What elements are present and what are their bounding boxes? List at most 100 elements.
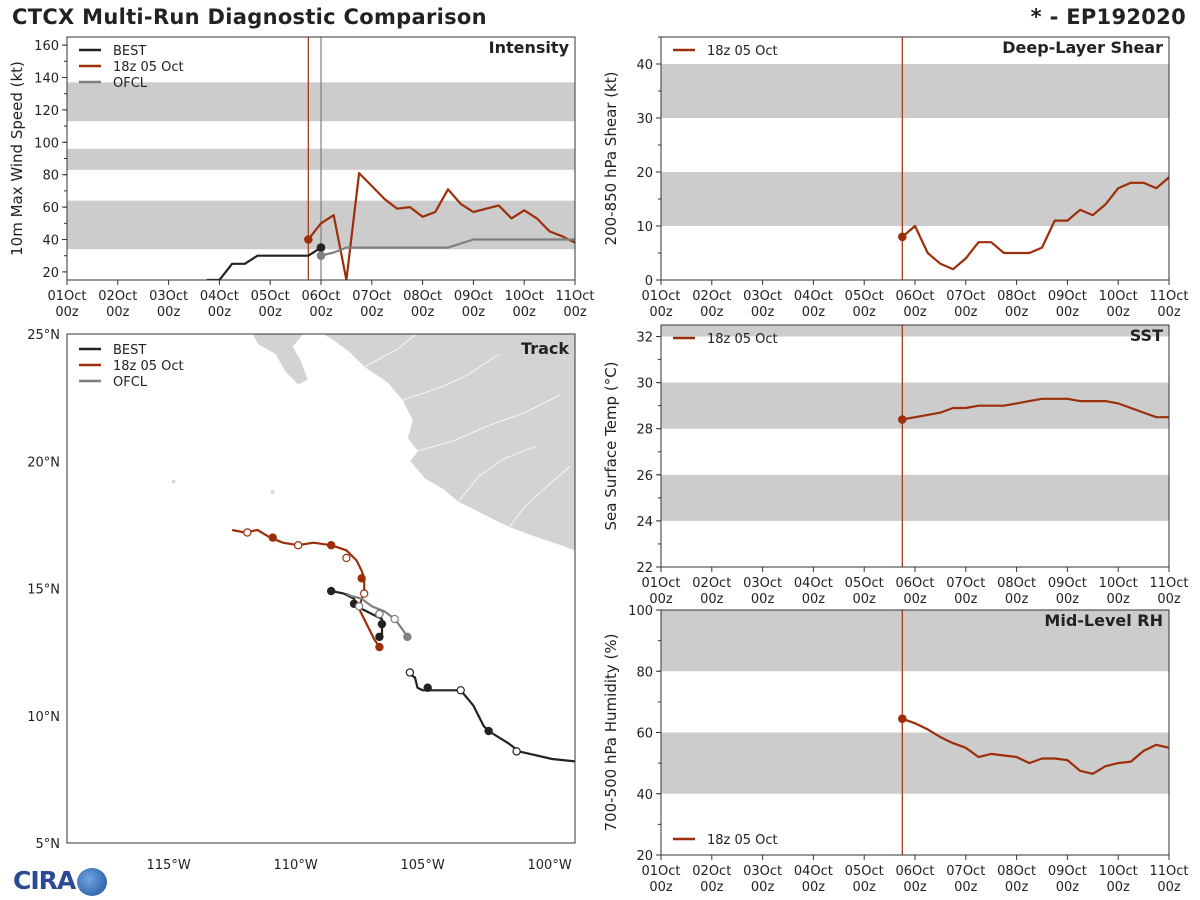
rh-ytick-label: 80 — [636, 665, 653, 680]
sst-frame — [660, 324, 1170, 568]
shear-xtick-hour: 00z — [853, 305, 877, 320]
track-lat-label: 20°N — [27, 455, 60, 470]
logo-text: CIRA — [13, 866, 76, 895]
intensity-legend-label: 18z 05 Oct — [113, 60, 184, 75]
intensity-series-best — [206, 246, 322, 280]
intensity-marker — [316, 243, 326, 252]
sst-xtick-hour: 00z — [903, 592, 927, 607]
sst-xtick-hour: 00z — [1056, 592, 1080, 607]
intensity-xtick-hour: 00z — [309, 305, 333, 320]
track-lon-label: 115°W — [147, 858, 191, 873]
intensity-xtick-date: 05Oct — [251, 289, 290, 304]
sst-xtick-hour: 00z — [853, 592, 877, 607]
sst-ytick-label: 24 — [636, 515, 653, 530]
shear-legend-label: 18z 05 Oct — [707, 44, 778, 59]
shear-ytick-label: 10 — [636, 220, 653, 235]
track-marker — [377, 619, 387, 629]
sst-ylabel: Sea Surface Temp (°C) — [602, 361, 620, 530]
intensity-xtick-date: 07Oct — [352, 289, 391, 304]
shear-xtick-hour: 00z — [1157, 305, 1181, 320]
rh-xtick-date: 04Oct — [794, 864, 833, 879]
shear-xtick-date: 06Oct — [895, 289, 934, 304]
cira-logo: CIRA — [5, 866, 107, 898]
shear-ylabel: 200-850 hPa Shear (kt) — [602, 72, 620, 246]
rh-xtick-hour: 00z — [1157, 880, 1181, 895]
intensity-marker — [304, 235, 313, 244]
track-marker — [403, 632, 412, 642]
sst-title: SST — [1130, 326, 1163, 345]
shear-title: Deep-Layer Shear — [1002, 38, 1163, 57]
track-legend-label: OFCL — [113, 375, 148, 390]
baja-peninsula — [251, 334, 309, 386]
shear-xtick-date: 04Oct — [794, 289, 833, 304]
shear-band — [661, 64, 1169, 118]
rh-xtick-hour: 00z — [954, 880, 978, 895]
track-lat-label: 25°N — [27, 328, 60, 343]
intensity-xtick-hour: 00z — [157, 305, 181, 320]
shear-xtick-date: 09Oct — [1048, 289, 1087, 304]
intensity-title: Intensity — [489, 38, 570, 57]
intensity-xtick-date: 08Oct — [403, 289, 442, 304]
track-marker — [357, 574, 366, 583]
shear-xtick-hour: 00z — [1107, 305, 1131, 320]
rh-xtick-hour: 00z — [903, 880, 927, 895]
shear-band — [661, 172, 1169, 226]
sst-xtick-date: 09Oct — [1048, 576, 1087, 591]
sst-xtick-date: 11Oct — [1149, 576, 1188, 591]
rh-xtick-hour: 00z — [751, 880, 775, 895]
state-border — [417, 394, 560, 452]
shear-xtick-date: 03Oct — [743, 289, 782, 304]
track-marker — [375, 632, 384, 642]
sst-ytick-label: 26 — [636, 469, 653, 484]
sst-series-run — [902, 397, 1169, 421]
intensity-legend-label: OFCL — [113, 76, 148, 91]
sst-xtick-hour: 00z — [700, 592, 724, 607]
track-marker — [375, 642, 384, 652]
sst-xtick-hour: 00z — [1107, 592, 1131, 607]
shear-marker — [898, 232, 907, 242]
shear-xtick-date: 01Oct — [641, 289, 680, 304]
intensity-xtick-hour: 00z — [513, 305, 537, 320]
track-legend-label: 18z 05 Oct — [113, 359, 184, 374]
rh-xtick-date: 02Oct — [692, 864, 731, 879]
rh-legend-label: 18z 05 Oct — [707, 833, 778, 848]
sst-band — [661, 382, 1169, 429]
shear-xtick-hour: 00z — [954, 305, 978, 320]
island — [171, 479, 176, 484]
intensity-xtick-date: 04Oct — [200, 289, 239, 304]
intensity-ytick-label: 160 — [34, 39, 59, 54]
track-marker — [390, 614, 399, 624]
sst-xtick-date: 10Oct — [1099, 576, 1138, 591]
track-marker — [359, 589, 369, 598]
track-best — [406, 671, 575, 763]
rh-ytick-label: 60 — [636, 727, 653, 742]
rh-xtick-date: 03Oct — [743, 864, 782, 879]
shear-xtick-date: 11Oct — [1149, 289, 1188, 304]
intensity-xtick-date: 10Oct — [505, 289, 544, 304]
sst-xtick-date: 07Oct — [946, 576, 985, 591]
intensity-xtick-date: 02Oct — [98, 289, 137, 304]
sst-xtick-hour: 00z — [1157, 592, 1181, 607]
sst-xtick-date: 02Oct — [692, 576, 731, 591]
sst-band — [661, 325, 1169, 337]
intensity-ytick-label: 140 — [34, 72, 59, 87]
intensity-ylabel: 10m Max Wind Speed (kt) — [8, 61, 26, 256]
track-run — [231, 528, 381, 648]
track-best — [330, 589, 384, 638]
track-lat-label: 15°N — [27, 583, 60, 598]
intensity-series-run — [307, 172, 575, 280]
rh-xtick-hour: 00z — [853, 880, 877, 895]
track-marker — [268, 533, 277, 542]
rh-marker — [898, 714, 907, 724]
shear-ytick-label: 30 — [636, 112, 653, 127]
panel-track: 5°N 10°N 15°N 20°N 25°N 115°W 110°W 105°W 100°W T… — [27, 328, 576, 873]
shear-xtick-date: 07Oct — [946, 289, 985, 304]
rh-xtick-date: 09Oct — [1048, 864, 1087, 879]
shear-xtick-hour: 00z — [700, 305, 724, 320]
intensity-ytick-label: 20 — [42, 266, 59, 281]
shear-xtick-date: 05Oct — [845, 289, 884, 304]
sst-ytick-label: 30 — [636, 377, 653, 392]
sst-xtick-date: 06Oct — [895, 576, 934, 591]
intensity-ytick-label: 60 — [42, 201, 59, 216]
rh-xtick-date: 11Oct — [1149, 864, 1188, 879]
